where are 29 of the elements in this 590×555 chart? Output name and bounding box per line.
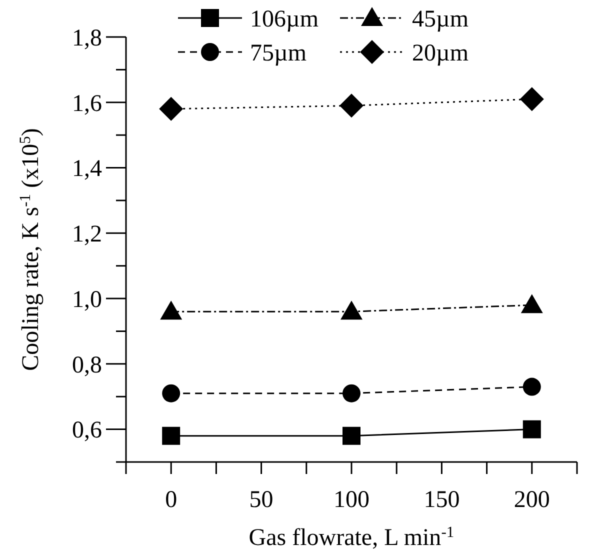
point xyxy=(342,426,360,445)
y-tick-label: 1,8 xyxy=(72,25,102,52)
point xyxy=(160,300,182,320)
y-tick-label: 0,6 xyxy=(72,418,102,444)
legend-label: 45µm xyxy=(412,6,469,32)
legend-label: 106µm xyxy=(250,6,319,32)
legend-label: 20µm xyxy=(412,40,469,66)
x-tick-label: 100 xyxy=(334,487,370,513)
y-tick-label: 1,2 xyxy=(72,222,102,248)
point xyxy=(342,384,360,402)
x-axis-title: Gas flowrate, L min$^{-1}$ xyxy=(248,524,454,551)
x-tick-label: 0 xyxy=(165,487,178,513)
y-tick-label: 1,0 xyxy=(72,286,102,313)
y-tick-label: 1,6 xyxy=(72,90,102,117)
legend-label: 75µm xyxy=(250,40,307,66)
point xyxy=(162,426,180,445)
point xyxy=(522,378,541,396)
point xyxy=(162,384,180,402)
point xyxy=(340,94,364,118)
point xyxy=(159,96,184,121)
y-tick-label: 1,4 xyxy=(72,156,102,182)
point xyxy=(520,87,544,112)
point xyxy=(520,294,543,314)
point xyxy=(340,300,362,320)
point xyxy=(522,420,541,438)
x-tick-label: 200 xyxy=(514,487,550,513)
x-tick-label: 150 xyxy=(424,487,460,513)
y-tick-label: 0,8 xyxy=(72,352,102,378)
x-tick-label: 50 xyxy=(249,487,274,513)
